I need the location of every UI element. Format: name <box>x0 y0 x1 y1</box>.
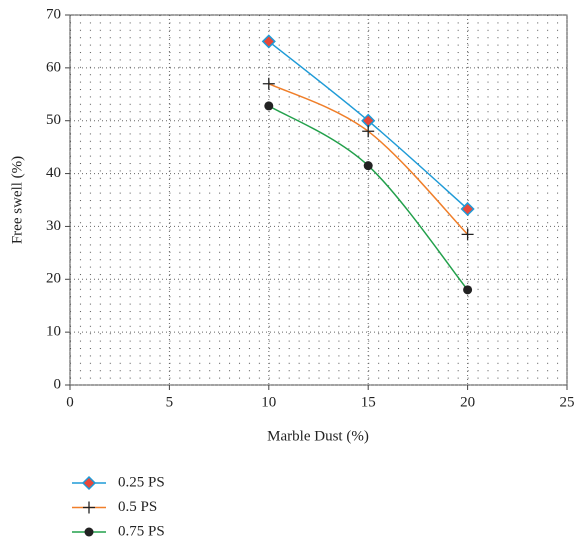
x-tick-label: 10 <box>261 394 276 410</box>
marker <box>264 101 274 111</box>
y-tick-label: 0 <box>54 376 62 392</box>
y-tick-label: 70 <box>46 6 61 22</box>
marker <box>461 228 474 241</box>
y-tick-label: 20 <box>46 271 61 287</box>
marker <box>83 501 95 514</box>
marker <box>262 77 275 90</box>
legend-label: 0.25 PS <box>118 474 165 490</box>
y-tick-label: 30 <box>46 218 61 234</box>
legend-label: 0.75 PS <box>118 523 165 539</box>
marker <box>460 201 475 217</box>
x-tick-label: 25 <box>560 394 575 410</box>
y-axis-title: Free swell (%) <box>9 156 25 244</box>
x-axis-title: Marble Dust (%) <box>267 428 369 444</box>
y-tick-label: 50 <box>46 112 61 128</box>
minor-grid <box>70 15 567 385</box>
marker <box>463 285 473 295</box>
x-tick-label: 15 <box>361 394 376 410</box>
marker <box>261 34 276 49</box>
y-tick-label: 40 <box>46 165 61 181</box>
x-tick-label: 0 <box>66 394 74 410</box>
marker <box>362 125 375 138</box>
y-tick-label: 10 <box>46 324 61 340</box>
marker <box>363 161 373 171</box>
x-tick-label: 5 <box>166 394 174 410</box>
marker <box>81 475 97 491</box>
x-tick-label: 20 <box>460 394 475 410</box>
marker <box>84 527 94 537</box>
y-tick-label: 60 <box>46 59 61 75</box>
legend-label: 0.5 PS <box>118 499 157 515</box>
